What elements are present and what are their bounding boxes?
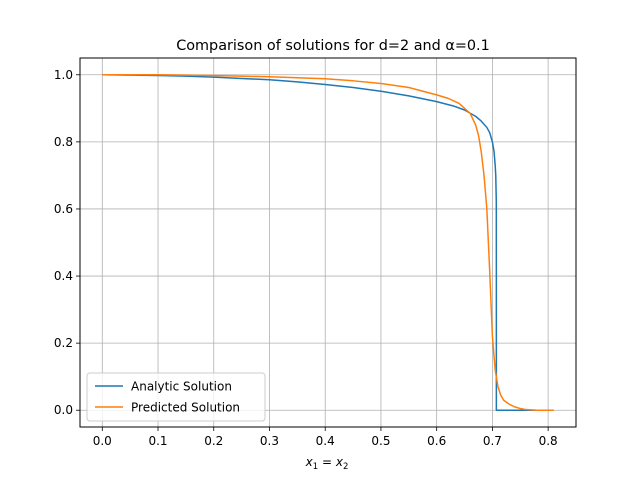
x-tick-label: 0.5	[371, 434, 390, 448]
x-axis-label-var2: x	[335, 455, 344, 469]
series-layer	[102, 74, 554, 411]
y-tick-label: 0.0	[54, 403, 73, 417]
x-axis-ticks: 0.0 0.1 0.2 0.3 0.4 0.5 0.6 0.7 0.8	[93, 427, 558, 448]
predicted-solution-line	[102, 74, 554, 411]
legend-label: Predicted Solution	[131, 401, 240, 415]
x-axis-label-sub2: 2	[343, 462, 348, 472]
x-tick-label: 0.8	[539, 434, 558, 448]
x-axis-label-sub1: 1	[313, 462, 318, 472]
chart-title: Comparison of solutions for d=2 and α=0.…	[176, 38, 490, 54]
x-axis-label: x1 = x2	[305, 455, 349, 472]
y-tick-label: 1.0	[54, 68, 73, 82]
axes-frame	[79, 57, 577, 428]
x-tick-label: 0.2	[204, 434, 223, 448]
legend-box	[86, 372, 266, 422]
x-tick-label: 0.0	[93, 434, 112, 448]
x-tick-label: 0.7	[483, 434, 502, 448]
x-tick-label: 0.4	[316, 434, 335, 448]
x-axis-label-var1: x	[305, 455, 314, 469]
legend-label: Analytic Solution	[131, 380, 232, 394]
legend: Analytic Solution Predicted Solution	[86, 372, 266, 422]
analytic-solution-line	[102, 74, 554, 411]
x-tick-label: 0.6	[427, 434, 446, 448]
y-tick-label: 0.2	[54, 336, 73, 350]
y-tick-label: 0.8	[54, 135, 73, 149]
y-tick-label: 0.4	[54, 269, 73, 283]
y-tick-label: 0.6	[54, 202, 73, 216]
x-axis-label-eq: =	[318, 455, 336, 469]
y-axis-ticks: 0.0 0.2 0.4 0.6 0.8 1.0	[54, 68, 80, 417]
x-tick-label: 0.1	[148, 434, 167, 448]
x-tick-label: 0.3	[260, 434, 279, 448]
